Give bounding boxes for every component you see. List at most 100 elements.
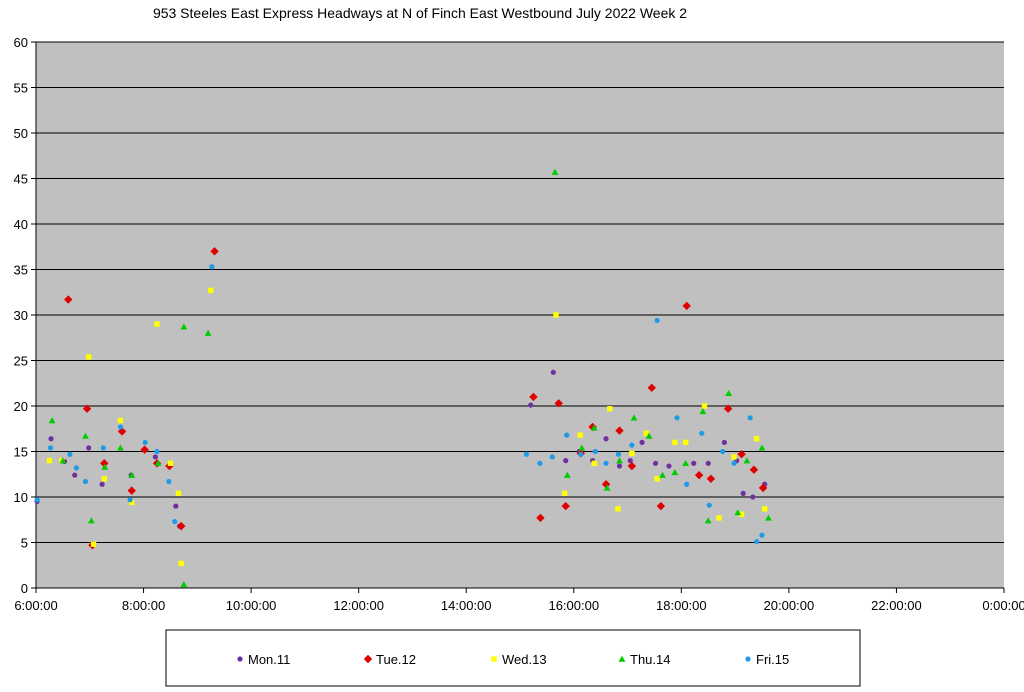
data-point-fri-15: [592, 448, 598, 455]
y-tick-label: 50: [14, 126, 28, 141]
data-point-wed-13: [615, 506, 621, 512]
data-point-tue-12: [615, 426, 624, 435]
data-point-mon-11: [99, 481, 105, 487]
y-tick-label: 45: [14, 172, 28, 187]
data-point-wed-13: [208, 287, 214, 294]
data-point-mon-11: [627, 458, 633, 464]
data-point-fri-15: [34, 497, 40, 503]
data-point-wed-13: [629, 450, 635, 457]
data-point-tue-12: [127, 486, 136, 495]
data-point-thu-14: [101, 463, 109, 470]
data-point-wed-13: [654, 476, 660, 482]
data-point-mon-11: [563, 458, 569, 464]
y-tick-label: 25: [14, 354, 28, 369]
data-point-tue-12: [706, 474, 716, 483]
data-point-mon-11: [152, 454, 158, 460]
y-tick-label: 60: [14, 35, 28, 50]
data-point-tue-12: [737, 450, 746, 459]
data-point-mon-11: [740, 490, 746, 496]
data-point-fri-15: [759, 532, 765, 538]
data-point-thu-14: [551, 168, 559, 175]
data-point-fri-15: [166, 478, 172, 485]
legend-label-fri-15: Fri.15: [756, 652, 789, 667]
data-point-wed-13: [90, 541, 97, 548]
data-point-tue-12: [758, 483, 768, 493]
data-point-thu-14: [204, 329, 212, 336]
y-tick-label: 15: [14, 445, 28, 460]
data-point-thu-14: [734, 509, 742, 516]
data-point-tue-12: [554, 399, 563, 408]
data-point-mon-11: [616, 463, 623, 469]
data-point-tue-12: [682, 301, 691, 311]
data-point-mon-11: [705, 460, 711, 466]
data-point-tue-12: [210, 247, 219, 256]
data-point-tue-12: [100, 459, 109, 468]
data-point-wed-13: [761, 506, 768, 512]
data-point-wed-13: [591, 460, 597, 467]
x-tick-label: 6:00:00: [14, 598, 57, 613]
data-point-mon-11: [750, 494, 756, 500]
data-point-wed-13: [701, 403, 708, 409]
data-point-thu-14: [743, 457, 751, 464]
data-point-tue-12: [536, 513, 545, 523]
data-point-mon-11: [652, 460, 659, 466]
data-point-thu-14: [59, 457, 67, 464]
y-tick-label: 0: [21, 581, 28, 596]
legend-label-thu-14: Thu.14: [630, 652, 670, 667]
y-tick-label: 30: [14, 308, 28, 323]
data-point-mon-11: [86, 445, 92, 451]
data-point-fri-15: [549, 454, 555, 460]
y-tick-label: 35: [14, 263, 28, 278]
x-tick-label: 16:00:00: [548, 598, 599, 613]
data-point-fri-15: [706, 502, 712, 508]
axes: 0 5 10 15 20 25 30 35 40 45 50 55 60 6:00:00 8:00:00 10…: [14, 35, 1024, 613]
data-point-tue-12: [647, 383, 656, 392]
legend-marker-tue-12: [363, 654, 373, 664]
data-point-fri-15: [720, 448, 726, 455]
data-point-mon-11: [639, 439, 645, 445]
data-point-fri-15: [615, 451, 622, 457]
data-point-fri-15: [654, 317, 660, 324]
x-tick-label: 14:00:00: [441, 598, 492, 613]
y-tick-label: 55: [14, 81, 28, 96]
data-point-tue-12: [82, 404, 92, 413]
data-point-fri-15: [523, 451, 530, 457]
data-point-fri-15: [47, 445, 54, 451]
data-point-fri-15: [172, 518, 178, 525]
data-point-thu-14: [563, 471, 571, 478]
x-tick-label: 10:00:00: [226, 598, 277, 613]
data-point-tue-12: [588, 422, 597, 432]
data-point-thu-14: [616, 457, 623, 464]
data-point-fri-15: [67, 451, 73, 457]
data-point-fri-15: [699, 430, 705, 436]
data-point-tue-12: [694, 470, 704, 480]
legend-box: [165, 629, 861, 687]
x-tick-label: 8:00:00: [122, 598, 165, 613]
y-tick-label: 5: [21, 536, 28, 551]
data-point-fri-15: [82, 478, 89, 485]
data-point-wed-13: [129, 499, 135, 506]
data-point-tue-12: [561, 501, 570, 511]
x-tick-label: 12:00:00: [333, 598, 384, 613]
data-point-thu-14: [590, 424, 598, 431]
data-point-tue-12: [723, 404, 733, 413]
data-point-thu-14: [87, 517, 95, 524]
data-point-wed-13: [178, 560, 184, 567]
y-tick-label: 10: [14, 490, 28, 505]
data-point-thu-14: [603, 484, 611, 491]
data-point-wed-13: [577, 432, 583, 438]
x-tick-label: 22:00:00: [871, 598, 922, 613]
data-point-thu-14: [725, 389, 733, 396]
chart-title: 953 Steeles East Express Headways at N o…: [153, 5, 687, 21]
data-point-fri-15: [564, 432, 570, 438]
data-points: [34, 168, 772, 588]
data-point-wed-13: [101, 476, 107, 482]
data-point-thu-14: [117, 444, 124, 451]
data-point-wed-13: [643, 430, 650, 436]
data-point-fri-15: [731, 460, 737, 466]
data-point-thu-14: [659, 471, 666, 478]
data-point-fri-15: [747, 415, 753, 421]
data-point-fri-15: [154, 448, 160, 455]
legend-marker-wed-13: [491, 656, 497, 662]
data-point-wed-13: [167, 460, 174, 467]
